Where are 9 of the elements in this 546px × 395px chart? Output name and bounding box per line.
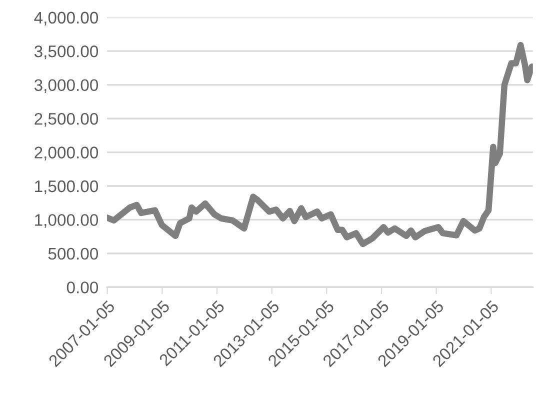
- y-tick-label: 3,500.00: [34, 46, 98, 60]
- y-tick-label: 0.00: [66, 282, 98, 294]
- y-tick-label: 2,000.00: [34, 146, 98, 160]
- y-tick-label: 1,000.00: [35, 214, 98, 228]
- y-tick-label: 3,000.00: [34, 79, 98, 93]
- y-tick-label: 4,000.00: [34, 12, 98, 26]
- y-tick-label: 500.00: [48, 248, 98, 260]
- y-tick-label: 2,500.00: [34, 112, 98, 127]
- y-tick-label: 1,500.00: [35, 180, 98, 194]
